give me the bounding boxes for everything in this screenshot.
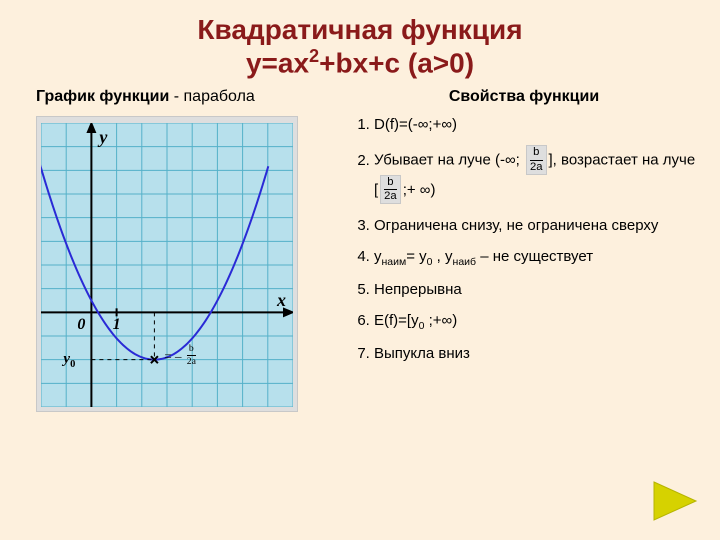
prop-5: Непрерывна bbox=[374, 281, 702, 300]
prop-7: Выпукла вниз bbox=[374, 345, 702, 364]
next-slide-button[interactable] bbox=[652, 480, 698, 522]
properties-list: D(f)=(-∞;+∞) Убывает на луче (-∞; b2a], … bbox=[346, 116, 702, 364]
properties-panel: Свойства функции D(f)=(-∞;+∞) Убывает на… bbox=[346, 88, 702, 412]
properties-title: Свойства функции bbox=[346, 88, 702, 106]
parabola-chart: yx01y0= – b2a bbox=[36, 116, 298, 412]
y0-label: y0 bbox=[63, 351, 75, 370]
title-line-1: Квадратичная функция bbox=[0, 14, 720, 46]
prop-4: yнаим= y0 , yнаиб – не существует bbox=[374, 248, 702, 269]
prop-1: D(f)=(-∞;+∞) bbox=[374, 116, 702, 135]
fraction-b-over-2a: b2a bbox=[526, 145, 547, 175]
graph-caption: График функции - парабола bbox=[36, 88, 336, 106]
triangle-right-icon bbox=[652, 480, 698, 522]
prop-3: Ограничена снизу, не ограничена сверху bbox=[374, 217, 702, 236]
slide-title: Квадратичная функция y=ax2+bx+c (a>0) bbox=[0, 0, 720, 80]
vertex-formula: = – b2a bbox=[164, 345, 198, 368]
title-line-2: y=ax2+bx+c (a>0) bbox=[0, 46, 720, 80]
prop-2: Убывает на луче (-∞; b2a], возрастает на… bbox=[374, 146, 702, 205]
prop-6: E(f)=[y0 ;+∞) bbox=[374, 312, 702, 333]
fraction-b-over-2a-2: b2a bbox=[380, 175, 401, 205]
